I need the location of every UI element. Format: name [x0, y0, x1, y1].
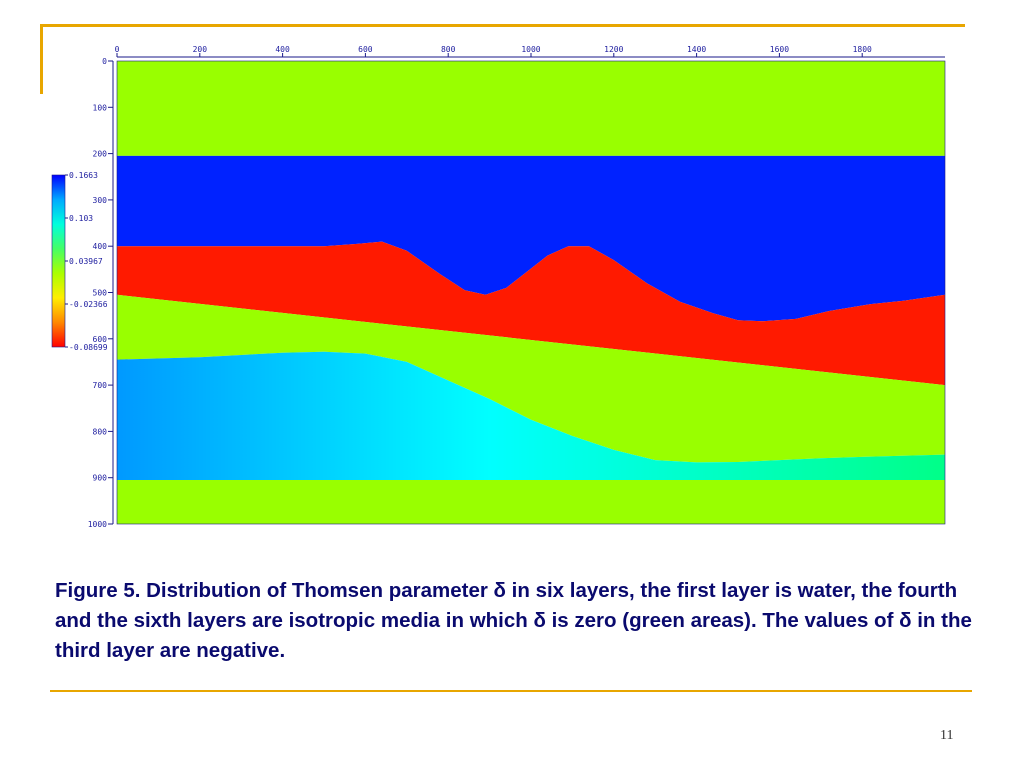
colorbar-gradient [51, 174, 66, 348]
layer-regions [116, 60, 946, 525]
y-tick-label: 200 [93, 150, 108, 159]
colorbar-tick-label: 0.03967 [69, 257, 103, 266]
layer-1-region [117, 61, 945, 156]
page-number: 11 [940, 728, 954, 743]
x-tick-label: 1800 [853, 45, 872, 54]
layer-6-region [117, 480, 945, 524]
x-tick-label: 1400 [687, 45, 706, 54]
x-tick-label: 800 [441, 45, 456, 54]
axes: 0 200 400 600 800 1000 1200 1400 1600 1800 0 100 200… [88, 45, 945, 529]
layer-5-region [117, 351, 945, 480]
x-tick-label: 400 [275, 45, 290, 54]
figure-caption: Figure 5. Distribution of Thomsen parame… [55, 579, 972, 662]
colorbar: 0.1663 0.103 0.03967 -0.02366 -0.08699 [51, 171, 108, 352]
y-tick-label: 100 [93, 103, 108, 112]
colorbar-tick-label: 0.1663 [69, 171, 98, 180]
layer-2-region [117, 155, 945, 322]
decorative-bottom-line [50, 690, 972, 692]
layer-4-region [117, 294, 945, 463]
x-tick-label: 1200 [604, 45, 623, 54]
colorbar-tick-label: -0.02366 [69, 300, 108, 309]
x-tick-label: 200 [193, 45, 208, 54]
y-tick-label: 600 [93, 335, 108, 344]
plot-frame [116, 60, 946, 525]
y-tick-label: 800 [93, 427, 108, 436]
x-tick-label: 1000 [521, 45, 540, 54]
y-tick-label: 400 [93, 242, 108, 251]
y-tick-label: 0 [102, 57, 107, 66]
x-tick-label: 0 [115, 45, 120, 54]
x-tick-label: 1600 [770, 45, 789, 54]
y-tick-label: 900 [93, 474, 108, 483]
y-tick-label: 500 [93, 289, 108, 298]
decorative-vertical-line [40, 24, 43, 94]
y-tick-label: 300 [93, 196, 108, 205]
colorbar-tick-label: -0.08699 [69, 343, 108, 352]
layer-3-region [117, 241, 945, 386]
y-tick-label: 700 [93, 381, 108, 390]
colorbar-tick-label: 0.103 [69, 214, 93, 223]
x-tick-label: 600 [358, 45, 373, 54]
y-tick-label: 1000 [88, 520, 107, 529]
decorative-top-line [40, 24, 965, 27]
